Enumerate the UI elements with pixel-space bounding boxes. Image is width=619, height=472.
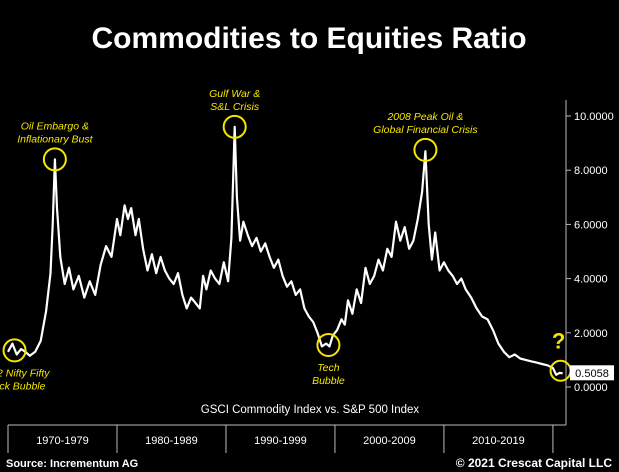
y-tick-label: 0.0000 xyxy=(574,382,608,394)
series-line xyxy=(7,125,563,376)
y-tick-label: 8.0000 xyxy=(574,165,608,177)
x-period-label: 1980-1989 xyxy=(145,435,198,447)
question-mark: ? xyxy=(552,329,565,354)
y-tick-label: 6.0000 xyxy=(574,219,608,231)
y-axis: 0.0000 2.0000 4.0000 6.0000 8.0000 10.0000 xyxy=(566,111,614,394)
annotations: 1972 Nifty FiftyStock Bubble Oil Embargo … xyxy=(0,88,572,392)
last-value-box xyxy=(570,365,614,381)
chart-title: Commodities to Equities Ratio xyxy=(91,22,526,55)
annotation-label: 2008 Peak Oil & xyxy=(386,111,463,123)
annotation-label: Stock Bubble xyxy=(0,380,46,392)
annotation-label: Oil Embargo & xyxy=(21,120,89,132)
x-period-label: 2000-2009 xyxy=(363,435,416,447)
plot-frame xyxy=(8,100,567,426)
x-period-label: 2010-2019 xyxy=(472,435,525,447)
annotation-label: 1972 Nifty Fifty xyxy=(0,367,50,379)
x-period-label: 1990-1999 xyxy=(254,435,307,447)
highlight-circle xyxy=(2,338,27,363)
x-axis: 1970-1979 1980-1989 1990-1999 2000-2009 2010… xyxy=(7,425,554,453)
highlight-circle xyxy=(413,137,438,162)
y-tick-label: 4.0000 xyxy=(574,274,608,286)
copyright-note: © 2021 Crescat Capital LLC xyxy=(456,456,613,470)
annotation-label: Bubble xyxy=(312,375,345,387)
y-tick-label: 10.0000 xyxy=(574,111,614,123)
last-value-label: 0.5058 xyxy=(575,368,609,380)
highlight-circle xyxy=(222,114,247,139)
highlight-circle xyxy=(316,332,341,357)
y-tick-label: 2.0000 xyxy=(574,328,608,340)
annotation-label: S&L Crisis xyxy=(210,101,260,113)
x-period-label: 1970-1979 xyxy=(36,435,89,447)
last-value-marker: 0.5058 xyxy=(570,365,614,381)
highlight-circle xyxy=(42,147,67,172)
chart-subtitle: GSCI Commodity Index vs. S&P 500 Index xyxy=(201,404,420,416)
source-note: Source: Incrementum AG xyxy=(6,458,138,470)
annotation-label: Gulf War & xyxy=(209,88,260,100)
annotation-label: Inflationary Bust xyxy=(17,133,93,145)
annotation-label: Tech xyxy=(317,362,340,374)
annotation-label: Global Financial Crisis xyxy=(373,124,478,136)
